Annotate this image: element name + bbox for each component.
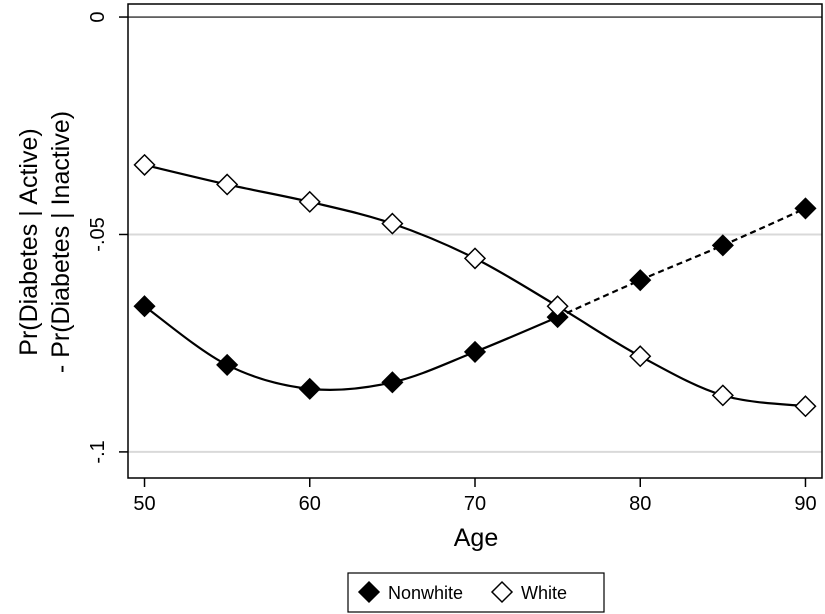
nonwhite-data-point	[216, 353, 239, 376]
nonwhite-data-point	[133, 295, 156, 318]
nonwhite-data-point	[381, 371, 404, 394]
white-data-point	[298, 190, 321, 213]
y-axis-title-line2: - Pr(Diabetes | Inactive)	[47, 111, 75, 373]
nonwhite-data-point	[463, 340, 487, 363]
y-axis-title-line1: Pr(Diabetes | Active)	[15, 128, 43, 355]
legend-nonwhite-marker	[357, 580, 381, 604]
axis-ticks: 0 -.05 -.1 50 60 70 80 90	[87, 11, 817, 515]
series-markers	[133, 153, 817, 418]
x-tick-label: 90	[794, 493, 816, 515]
y-tick-label: 0	[87, 11, 109, 22]
white-data-point	[133, 153, 156, 176]
x-tick-label: 50	[133, 493, 155, 515]
white-data-point	[463, 247, 487, 270]
white-data-point	[381, 212, 404, 235]
white-data-point	[629, 345, 652, 368]
legend-white-label: White	[521, 583, 567, 603]
legend-box	[347, 572, 605, 613]
x-tick-label: 80	[629, 493, 651, 515]
y-tick-label: -.1	[87, 440, 109, 463]
white-data-point	[711, 384, 734, 407]
x-axis-title: Age	[454, 524, 498, 552]
y-tick-label: -.05	[87, 217, 109, 251]
x-tick-label: 60	[299, 493, 321, 515]
legend-white-marker	[490, 580, 514, 604]
nonwhite-data-point	[298, 377, 321, 400]
nonwhite-series-line-dashed	[557, 207, 806, 319]
white-data-point	[546, 295, 569, 318]
white-data-point	[794, 395, 817, 418]
nonwhite-data-point	[794, 197, 817, 220]
x-tick-label: 70	[464, 493, 486, 515]
nonwhite-data-point	[629, 269, 652, 292]
nonwhite-data-point	[711, 234, 734, 257]
white-data-point	[216, 173, 239, 196]
legend: Nonwhite White	[347, 572, 605, 613]
gridlines	[128, 16, 822, 453]
legend-nonwhite-label: Nonwhite	[388, 583, 463, 603]
